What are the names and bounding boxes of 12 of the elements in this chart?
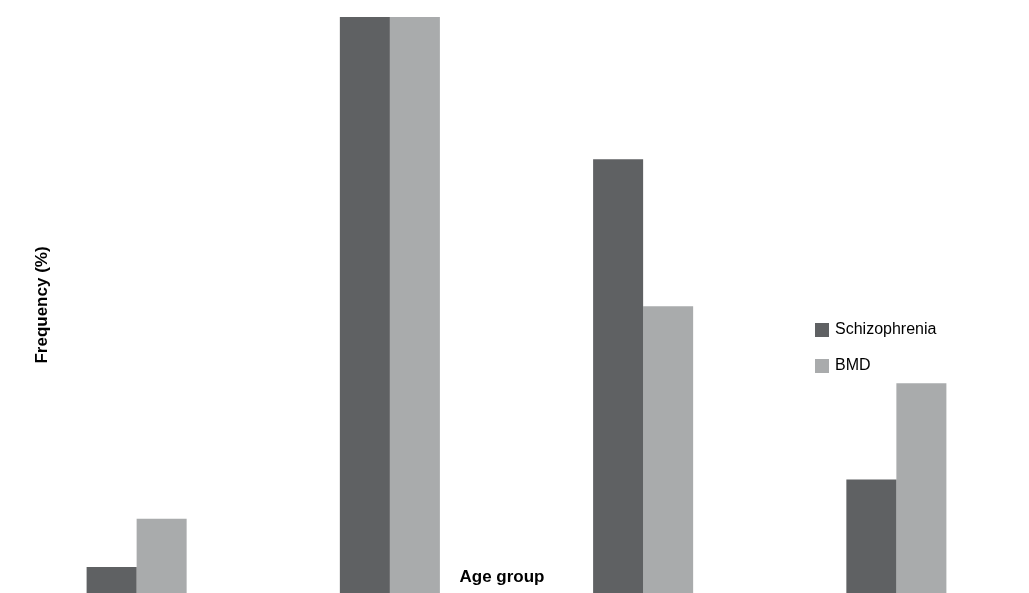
bar: [339, 17, 390, 593]
legend-label: Schizophrenia: [835, 320, 937, 338]
bar: [593, 159, 644, 593]
x-axis-title: Age group: [459, 566, 545, 586]
y-axis-title: Frequency (%): [31, 246, 51, 364]
bar: [846, 479, 897, 593]
bar: [896, 383, 947, 593]
bar: [389, 17, 440, 593]
bar: [86, 567, 137, 593]
bar: [136, 518, 187, 593]
bar: [643, 306, 694, 593]
legend-label: BMD: [835, 356, 871, 374]
